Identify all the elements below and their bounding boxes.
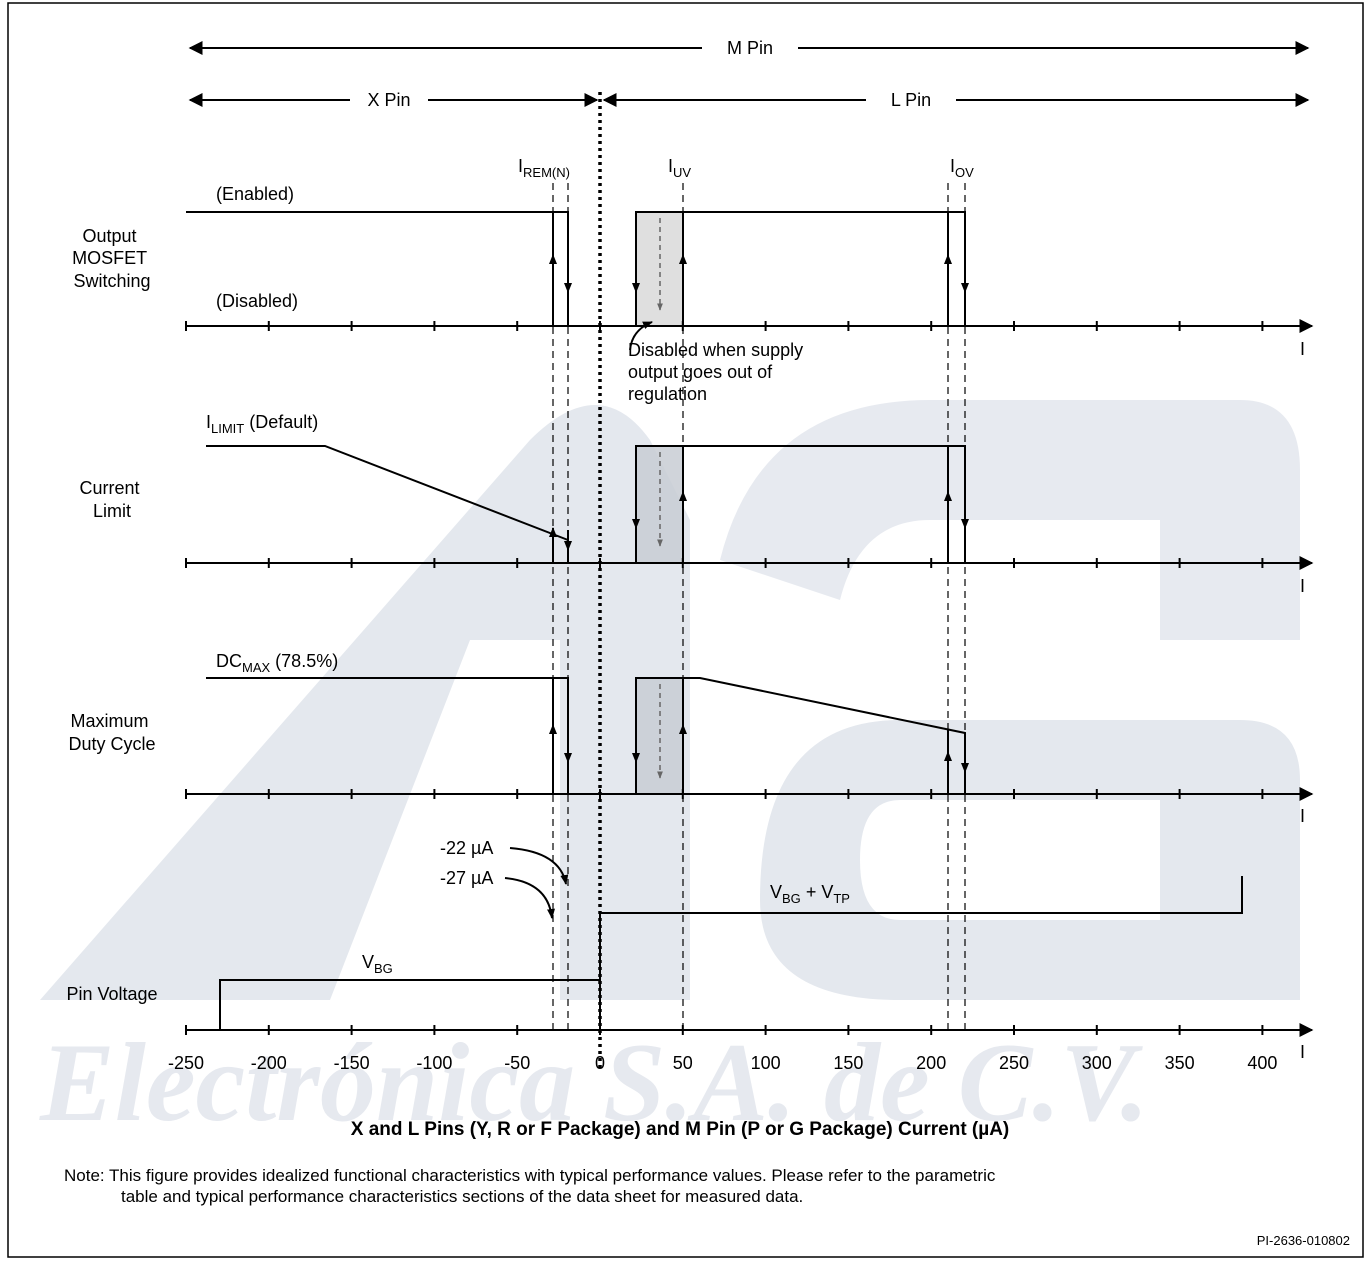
pointer-22ua (509, 847, 569, 885)
row-label-max-duty-cycle: Maximum Duty Cycle (68, 711, 155, 754)
figure-frame (7, 2, 1364, 1258)
pin-voltage-trace (219, 876, 1243, 1030)
x-axis: I (186, 1023, 1314, 1062)
axis-ticks (185, 321, 1264, 1035)
figure-note: Note: This figure provides idealized fun… (64, 1166, 1000, 1206)
disabled-note: Disabled when supply output goes out of … (628, 340, 808, 404)
m-pin-label: M Pin (727, 38, 773, 58)
tick-label: -250 (168, 1053, 204, 1073)
pointer-27ua (504, 877, 555, 919)
tick-label: -50 (504, 1053, 530, 1073)
m-pin-range: M Pin (188, 38, 1310, 58)
row-label-current-limit: Current Limit (79, 478, 144, 521)
tick-label: 350 (1165, 1053, 1195, 1073)
vbg-vtp-label: VBG + VTP (770, 882, 850, 906)
watermark-logo (40, 400, 1300, 1000)
axis-tick-labels: -250 -200 -150 -100 -50 0 50 100 150 200 250 300 350… (168, 1053, 1277, 1073)
tick-label: 400 (1247, 1053, 1277, 1073)
disabled-label: (Disabled) (216, 291, 298, 311)
i-ov-label: IOV (950, 156, 974, 180)
tick-label: 50 (673, 1053, 693, 1073)
current-limit-trace (206, 445, 969, 563)
svg-text:I: I (1300, 339, 1305, 359)
watermark-text: Electrónica S.A. de C.V. (39, 1021, 1149, 1145)
l-pin-label: L Pin (891, 90, 931, 110)
duty-cycle-trace (206, 677, 969, 794)
annotation-22ua: -22 µA (440, 838, 493, 858)
tick-label: 150 (833, 1053, 863, 1073)
tick-label: -200 (251, 1053, 287, 1073)
axis-row-2: I (186, 556, 1314, 596)
tick-label: 200 (916, 1053, 946, 1073)
figure-id: PI-2636-010802 (1257, 1233, 1350, 1248)
axis-row-1: I (186, 319, 1314, 359)
tick-label: -150 (334, 1053, 370, 1073)
i-limit-label: ILIMIT (Default) (206, 412, 318, 436)
axis-row-3: I (186, 787, 1314, 826)
tick-label: -100 (416, 1053, 452, 1073)
x-axis-title: X and L Pins (Y, R or F Package) and M P… (351, 1119, 1010, 1140)
dc-max-label: DCMAX (78.5%) (216, 651, 338, 675)
threshold-dashes (552, 183, 966, 1033)
svg-text:I: I (1300, 576, 1305, 596)
vbg-label: VBG (362, 952, 393, 976)
x-pin-range: X Pin (188, 90, 599, 110)
row-label-pin-voltage: Pin Voltage (66, 984, 157, 1004)
svg-text:I: I (1300, 806, 1305, 826)
enabled-label: (Enabled) (216, 184, 294, 204)
l-pin-range: L Pin (602, 90, 1310, 110)
mosfet-trace (186, 211, 969, 326)
x-pin-label: X Pin (367, 90, 410, 110)
annotation-27ua: -27 µA (440, 868, 493, 888)
i-uv-label: IUV (668, 156, 691, 180)
tick-label: 100 (751, 1053, 781, 1073)
svg-text:I: I (1300, 1042, 1305, 1062)
i-rem-label: IREM(N) (518, 156, 570, 180)
tick-label: 300 (1082, 1053, 1112, 1073)
note-pointer (629, 321, 653, 351)
tick-label: 250 (999, 1053, 1029, 1073)
tick-label: 0 (595, 1053, 605, 1073)
row-label-output-mosfet: Output MOSFET Switching (72, 226, 152, 291)
